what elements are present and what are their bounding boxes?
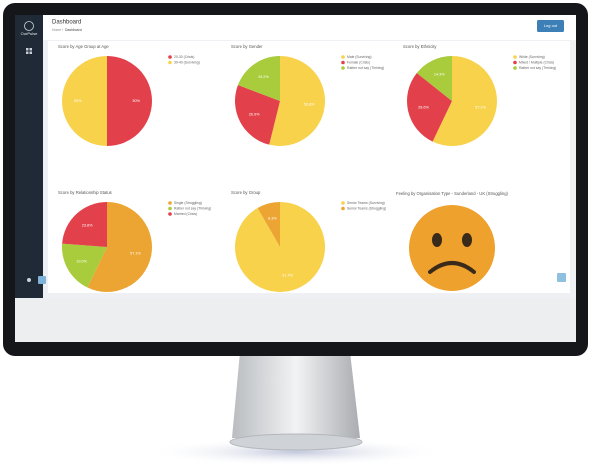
legend-swatch [168,55,172,59]
panel-title: Feeling by Organisation Type - Sunderlan… [396,191,508,196]
legend-swatch [168,60,172,65]
legend-label: Mixed / Multiple (Crisis) [519,60,554,64]
legend-label: Rather not say (Thriving) [174,206,211,210]
legend-label: 20-30 (Crisis) [174,55,194,59]
face-mouth [428,261,476,274]
sad-face [409,205,495,291]
logout-label[interactable]: Log out [544,23,558,28]
legend-label: Senior Teams (Surviving) [347,201,385,205]
header [43,15,576,40]
user-icon[interactable] [27,278,31,282]
breadcrumb: Dashboard [65,28,82,32]
value-label: 8.3% [268,217,277,221]
legend-swatch [168,212,172,216]
collapse-button[interactable] [38,276,46,284]
breadcrumb-separator: / [62,28,63,32]
value-label: 28.6% [418,106,429,110]
pie-slice [87,202,153,292]
pie-slice [257,202,280,247]
value-label: 57.1% [130,252,141,256]
legend-swatch [168,201,172,205]
panel-title: Score by Gender [231,44,263,49]
panel-title: Score by Group [231,190,261,195]
value-label: 50% [132,99,140,103]
stand-shadow [146,438,446,466]
legend-label: Female (Crisis) [347,60,370,64]
legend-label: Rather not say (Thriving) [519,66,556,70]
legend-swatch [341,55,345,59]
value-label: 91.7% [282,273,293,277]
pie-slice [407,72,452,142]
legend-swatch [341,60,345,65]
logo-icon [24,21,34,31]
legend-swatch [341,206,345,211]
panel-title: Score by Age Group at Age [58,44,109,49]
pie-slice [234,202,325,293]
value-label: 26.9% [249,113,260,117]
pie-slice [61,243,107,288]
legend-label: Male (Surviving) [347,55,372,59]
legend-swatch [513,60,517,65]
pie-slice [416,56,452,101]
stand-base [229,433,363,451]
legend-label: Senior Teams (Struggling) [347,206,386,210]
pie-slice [107,56,152,146]
pie-slice [237,56,280,101]
menu-icon[interactable] [29,51,33,55]
pie-slice [269,56,326,146]
value-label: 23.8% [82,224,93,228]
menu-icon[interactable] [29,48,33,51]
value-label: 53.8% [304,103,315,107]
page-title: Dashboard [52,20,81,26]
face-eye [462,233,472,247]
legend-swatch [513,66,517,70]
face-eye [432,233,442,247]
value-label: 19.2% [258,75,269,79]
legend-swatch [341,201,345,205]
value-label: 14.3% [434,73,445,77]
pie-slice [62,202,107,247]
legend-label: Single (Struggling) [174,201,202,205]
value-label: 50% [74,99,82,103]
screen-footer [15,298,576,342]
logo-text: OurPulse [21,31,38,36]
panel-title: Score by Ethnicity [403,44,437,49]
value-label: 19.0% [76,260,87,264]
legend-label: Rather not say (Thriving) [347,66,384,70]
value-label: 57.1% [475,105,486,109]
legend-swatch [341,66,345,70]
pie-slice [235,85,280,145]
legend-label: Married (Crisis) [174,212,197,216]
menu-icon[interactable] [26,51,29,55]
legend-swatch [513,55,517,59]
scroll-top-button[interactable] [557,273,566,282]
sidebar [15,15,43,298]
pie-slice [432,56,497,146]
pie-slice [62,56,107,146]
legend-label: 30-40 (Surviving) [174,60,200,64]
stand-neck [232,352,360,438]
legend-swatch [168,206,172,211]
menu-icon[interactable] [26,48,29,51]
logout-button[interactable] [537,20,564,32]
breadcrumb[interactable]: Home [52,28,61,32]
legend-label: White (Surviving) [519,55,545,59]
panel-title: Score by Relationship Status [58,190,112,195]
